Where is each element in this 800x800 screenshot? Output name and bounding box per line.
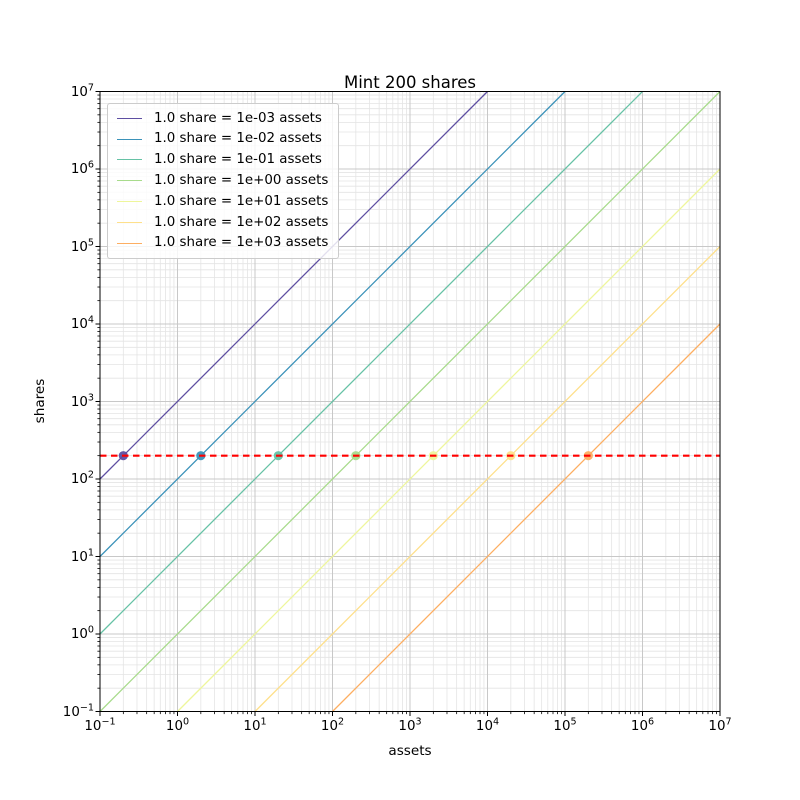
legend-label: 1.0 share = 1e-03 assets [154,110,322,126]
x-tick-label: 105 [553,717,577,735]
legend: 1.0 share = 1e-03 assets 1.0 share = 1e-0… [107,103,340,259]
series-line [99,91,566,557]
x-tick-label: 101 [243,717,267,735]
legend-label: 1.0 share = 1e+02 assets [154,214,329,230]
legend-line-swatch [117,138,142,140]
x-tick-label: 102 [320,717,345,735]
y-tick-label: 10−1 [62,702,94,720]
series-line [177,168,721,712]
legend-label: 1.0 share = 1e-01 assets [154,152,322,168]
x-axis-label: assets [388,743,432,759]
legend-line-swatch [117,242,142,244]
legend-line-swatch [117,221,142,223]
legend-item: 1.0 share = 1e+00 assets [117,170,328,191]
x-tick-label: 100 [165,717,190,735]
y-tick-label: 100 [70,625,94,643]
series-line [99,91,721,712]
y-tick-label: 106 [70,160,94,178]
legend-line-swatch [117,180,142,182]
legend-label: 1.0 share = 1e+03 assets [154,235,329,251]
legend-line-swatch [117,117,142,119]
legend-item: 1.0 share = 1e+03 assets [117,233,328,254]
x-tick-label: 10−1 [84,717,116,735]
x-tick-label: 104 [475,717,500,735]
y-tick-label: 105 [70,237,94,255]
chart-title: Mint 200 shares [343,73,477,92]
x-tick-label: 103 [398,717,422,735]
y-tick-label: 104 [70,315,94,333]
series-line [332,323,721,712]
x-tick-label: 106 [630,717,655,735]
y-tick-label: 103 [70,392,94,410]
legend-label: 1.0 share = 1e+00 assets [154,173,329,189]
legend-line-swatch [117,159,142,161]
y-tick-label: 107 [70,82,94,100]
legend-item: 1.0 share = 1e+01 assets [117,191,328,212]
legend-item: 1.0 share = 1e-01 assets [117,150,328,171]
series-line [99,91,643,635]
legend-line-swatch [117,201,142,203]
legend-label: 1.0 share = 1e+01 assets [154,193,329,209]
legend-item: 1.0 share = 1e+02 assets [117,212,328,233]
series-line [254,246,721,712]
legend-label: 1.0 share = 1e-02 assets [154,131,322,147]
y-tick-label: 101 [70,547,94,565]
y-tick-label: 102 [70,470,94,488]
series-line [99,91,488,480]
x-tick-label: 107 [708,717,732,735]
legend-item: 1.0 share = 1e-03 assets [117,108,328,129]
legend-item: 1.0 share = 1e-02 assets [117,129,328,150]
